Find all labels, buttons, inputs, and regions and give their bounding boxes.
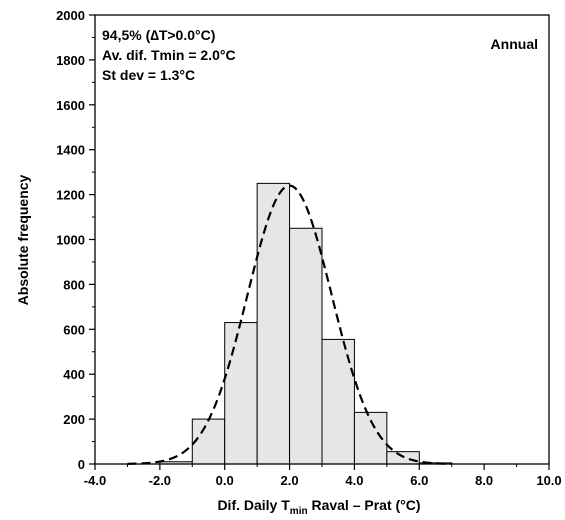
histogram-bar-2 [191,418,226,465]
x-tick-label: 2.0 [281,473,299,488]
y-tick-label: 1600 [56,98,85,113]
histogram-bar-8 [386,451,420,465]
annotation-standard-deviation: St dev = 1.3°C [102,67,195,83]
y-tick-label: 400 [63,367,85,382]
x-tick-label: -4.0 [84,473,106,488]
x-tick-label: 4.0 [345,473,363,488]
y-tick-label: 1200 [56,188,85,203]
x-axis-label-main: Dif. Daily T [217,497,290,513]
y-tick-label: 1000 [56,233,85,248]
x-tick-label: -2.0 [149,473,171,488]
y-axis-ticks: 0 200 400 600 800 1000 1200 1400 1600 1800 2000 [56,8,95,472]
x-tick-label: 0.0 [216,473,234,488]
histogram-bar-3 [224,322,258,465]
histogram-bar-5 [289,227,323,465]
x-axis-ticks: -4.0 -2.0 0.0 2.0 4.0 6.0 8.0 10.0 [84,464,562,488]
y-tick-label: 200 [63,412,85,427]
histogram-bar-4 [256,182,291,465]
y-tick-label: 2000 [56,8,85,23]
x-axis-label-subscript: min [290,506,308,517]
y-tick-label: 800 [63,277,85,292]
x-axis-label: Dif. Daily Tmin Raval – Prat (°C) [217,497,420,517]
histogram-bars [159,182,453,465]
x-tick-label: 10.0 [536,473,561,488]
x-tick-label: 8.0 [475,473,493,488]
x-axis-label-rest: Raval – Prat (°C) [308,497,421,513]
annotation-percent-positive: 94,5% (∆T>0.0°C) [102,27,215,43]
y-tick-label: 0 [78,457,85,472]
y-tick-label: 1400 [56,143,85,158]
annotation-average-difference: Av. dif. Tmin = 2.0°C [102,47,236,63]
normal-fit-curve [127,184,452,465]
annotation-period: Annual [491,36,538,52]
y-axis-label: Absolute frequency [15,174,31,305]
histogram-bar-6 [321,338,355,465]
x-tick-label: 6.0 [410,473,428,488]
y-tick-label: 1800 [56,53,85,68]
y-tick-label: 600 [63,322,85,337]
